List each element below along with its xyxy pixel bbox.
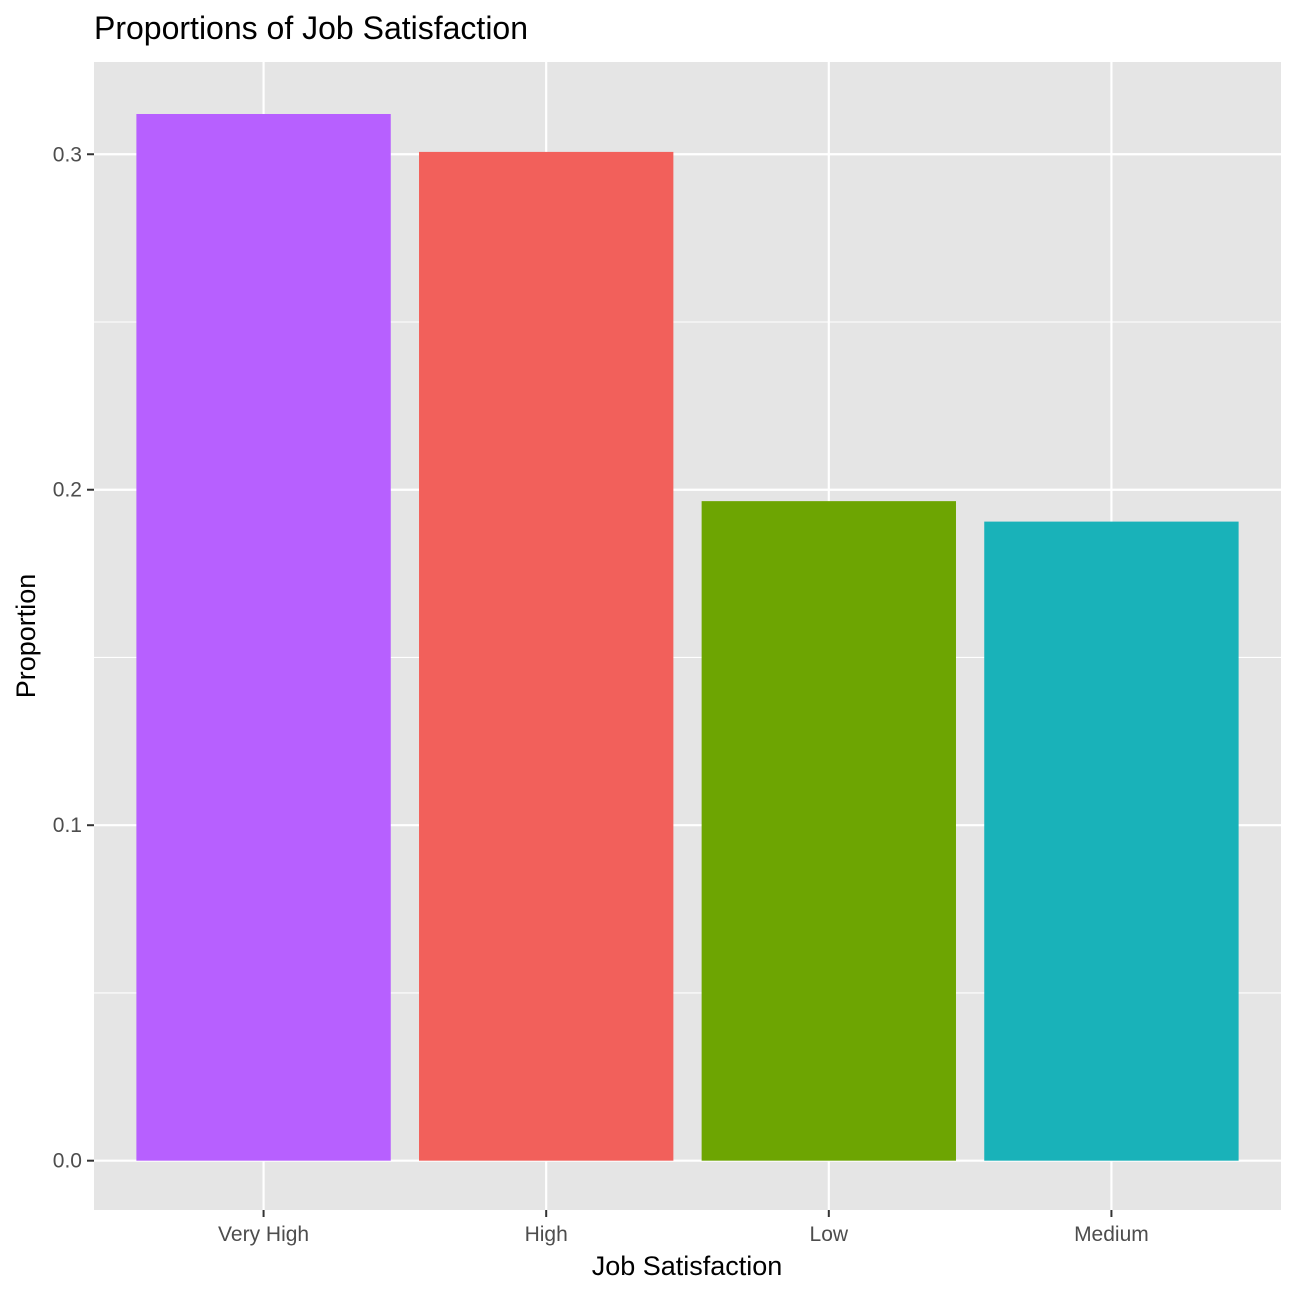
x-tick-label: Very High	[218, 1223, 309, 1246]
x-axis: Very High High Low Medium	[218, 1210, 1149, 1246]
y-tick-label: 0.1	[53, 814, 82, 837]
y-axis-title: Proportion	[11, 574, 41, 699]
y-axis: 0.0 0.1 0.2 0.3	[53, 143, 94, 1173]
bar-low	[701, 501, 956, 1161]
bar-very-high	[136, 113, 391, 1161]
y-tick-label: 0.0	[53, 1150, 82, 1173]
x-tick-label: Low	[810, 1223, 849, 1246]
y-tick-label: 0.3	[53, 143, 82, 166]
bars	[136, 113, 1239, 1161]
bar-high	[419, 151, 674, 1161]
x-tick-label: Medium	[1074, 1223, 1149, 1246]
y-tick-label: 0.2	[53, 479, 82, 502]
x-axis-title: Job Satisfaction	[592, 1251, 783, 1281]
chart-title: Proportions of Job Satisfaction	[94, 10, 528, 46]
x-tick-label: High	[525, 1223, 568, 1246]
bar-medium	[984, 521, 1239, 1161]
